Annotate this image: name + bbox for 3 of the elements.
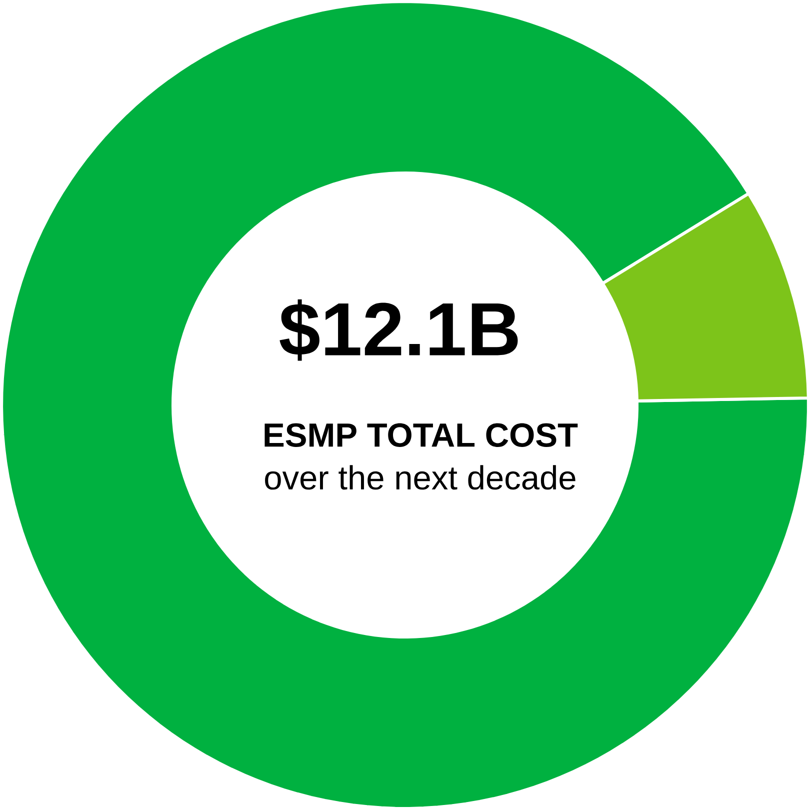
text: $12.1B <box>280 299 518 361</box>
text: ESMP TOTAL COST <box>264 423 578 447</box>
text: over the next decade <box>265 465 576 490</box>
